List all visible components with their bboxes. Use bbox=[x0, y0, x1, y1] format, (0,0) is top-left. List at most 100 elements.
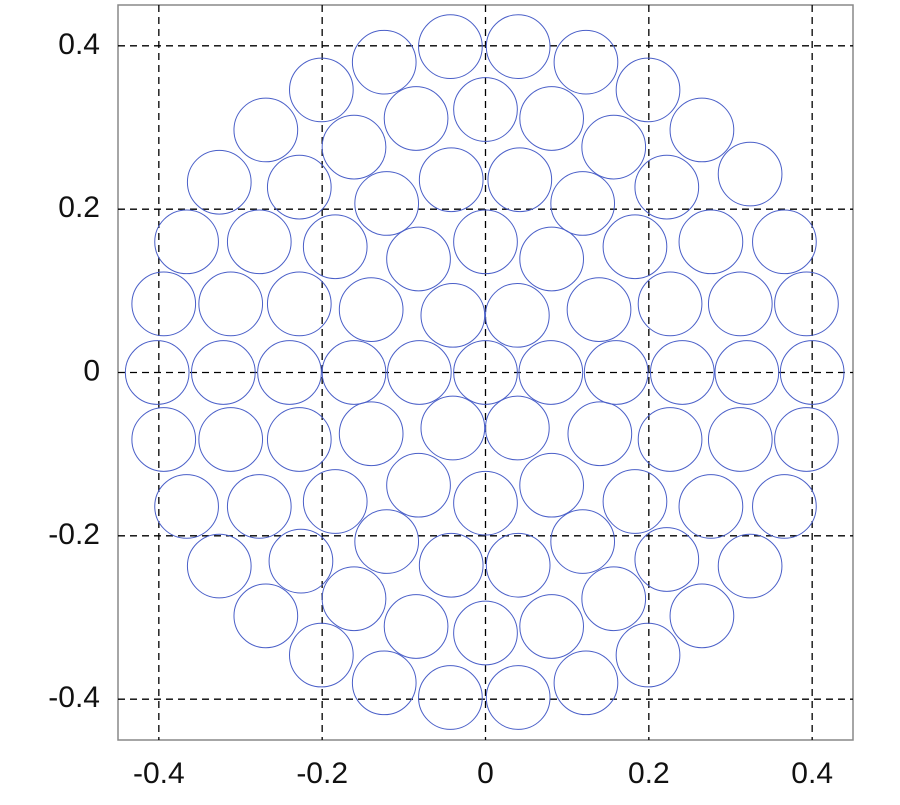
circle-marker bbox=[581, 114, 647, 180]
circle-marker bbox=[550, 171, 616, 236]
circle-marker bbox=[257, 340, 322, 405]
circle-marker bbox=[266, 407, 332, 472]
circle-marker bbox=[351, 29, 417, 95]
circle-marker bbox=[752, 209, 817, 275]
x-tick-label: 0.4 bbox=[791, 757, 833, 790]
circle-marker bbox=[131, 271, 197, 337]
circle-marker bbox=[553, 29, 619, 95]
circle-marker bbox=[707, 271, 773, 337]
circle-marker bbox=[386, 452, 451, 518]
circle-marker bbox=[583, 340, 649, 405]
circle-marker bbox=[191, 340, 256, 405]
y-tick-label: 0.2 bbox=[58, 191, 100, 224]
circle-marker bbox=[233, 97, 299, 163]
circle-marker bbox=[678, 209, 744, 275]
circle-marker bbox=[774, 271, 839, 337]
circle-marker bbox=[198, 271, 264, 337]
circle-marker bbox=[567, 401, 633, 467]
circle-marker bbox=[669, 583, 735, 649]
circle-marker bbox=[418, 147, 484, 213]
circle-marker bbox=[634, 154, 700, 220]
y-tick-label: -0.4 bbox=[48, 681, 100, 714]
circle-marker bbox=[351, 650, 417, 716]
circle-marker bbox=[707, 407, 773, 472]
circle-marker bbox=[266, 271, 332, 337]
y-tick-label: -0.2 bbox=[48, 518, 100, 551]
circle-marker bbox=[233, 583, 299, 649]
circle-marker bbox=[418, 14, 483, 80]
circle-marker bbox=[717, 533, 783, 599]
circle-marker bbox=[550, 509, 616, 574]
circle-marker bbox=[186, 533, 252, 599]
circle-marker bbox=[302, 214, 368, 280]
circle-marker bbox=[266, 154, 332, 220]
circle-marker bbox=[779, 340, 845, 405]
y-tick-label: 0 bbox=[83, 354, 100, 387]
circle-marker bbox=[678, 474, 744, 539]
circle-marker bbox=[338, 277, 404, 342]
circle-marker bbox=[386, 226, 451, 292]
circle-marker bbox=[226, 474, 292, 539]
circle-marker bbox=[338, 401, 404, 467]
circle-marker bbox=[289, 622, 354, 688]
circle-marker bbox=[289, 57, 354, 123]
circle-marker bbox=[453, 209, 518, 275]
circle-marker bbox=[519, 594, 585, 659]
x-tick-label: -0.4 bbox=[133, 757, 185, 790]
circle-marker bbox=[124, 340, 190, 405]
circle-marker bbox=[453, 340, 518, 405]
circle-marker bbox=[383, 594, 449, 659]
circle-marker bbox=[321, 340, 387, 405]
circle-marker bbox=[418, 665, 483, 730]
circle-marker bbox=[186, 149, 252, 215]
circle-marker bbox=[669, 97, 735, 163]
circle-marker bbox=[321, 114, 387, 180]
circle-marker bbox=[484, 282, 550, 348]
circle-marker bbox=[354, 171, 420, 236]
circle-marker bbox=[198, 407, 264, 472]
circle-marker bbox=[752, 474, 817, 539]
circle-marker bbox=[268, 528, 334, 594]
circle-marker bbox=[453, 470, 518, 536]
circle-marker bbox=[420, 395, 486, 461]
circle-marker bbox=[487, 147, 553, 213]
circle-marker bbox=[649, 340, 715, 405]
circle-marker bbox=[615, 622, 681, 688]
circle-marker bbox=[226, 209, 292, 275]
circle-marker bbox=[634, 527, 700, 592]
circle-marker bbox=[354, 509, 420, 574]
circle-marker bbox=[615, 57, 681, 123]
circle-marker bbox=[566, 277, 632, 342]
circle-marker bbox=[485, 665, 551, 730]
circle-marker bbox=[387, 340, 452, 405]
circle-marker bbox=[321, 566, 387, 632]
circle-marker bbox=[154, 474, 219, 539]
circle-marker bbox=[154, 209, 219, 275]
x-tick-label: 0 bbox=[477, 757, 494, 790]
circle-marker bbox=[484, 395, 550, 461]
circle-marker bbox=[774, 407, 839, 472]
circle-marker bbox=[418, 532, 484, 598]
circle-marker bbox=[485, 532, 551, 598]
circle-marker bbox=[519, 86, 585, 151]
circle-marker bbox=[602, 214, 668, 280]
circle-marker bbox=[714, 340, 780, 405]
circle-marker bbox=[485, 14, 551, 80]
circle-marker bbox=[519, 452, 585, 518]
circle-marker bbox=[553, 650, 619, 716]
circle-marker bbox=[302, 469, 368, 534]
circle-marker bbox=[383, 86, 449, 151]
circle-marker bbox=[581, 566, 647, 632]
circle-marker bbox=[602, 469, 668, 534]
circle-marker bbox=[717, 141, 783, 207]
circle-marker bbox=[637, 407, 703, 472]
x-tick-label: 0.2 bbox=[628, 757, 670, 790]
circle-marker bbox=[637, 271, 703, 337]
circle-marker bbox=[420, 282, 486, 348]
circle-marker bbox=[131, 407, 197, 472]
circle-marker bbox=[518, 340, 584, 405]
y-tick-label: 0.4 bbox=[58, 28, 100, 61]
x-tick-label: -0.2 bbox=[296, 757, 348, 790]
circle-marker bbox=[453, 600, 518, 666]
circle-marker bbox=[453, 77, 518, 142]
